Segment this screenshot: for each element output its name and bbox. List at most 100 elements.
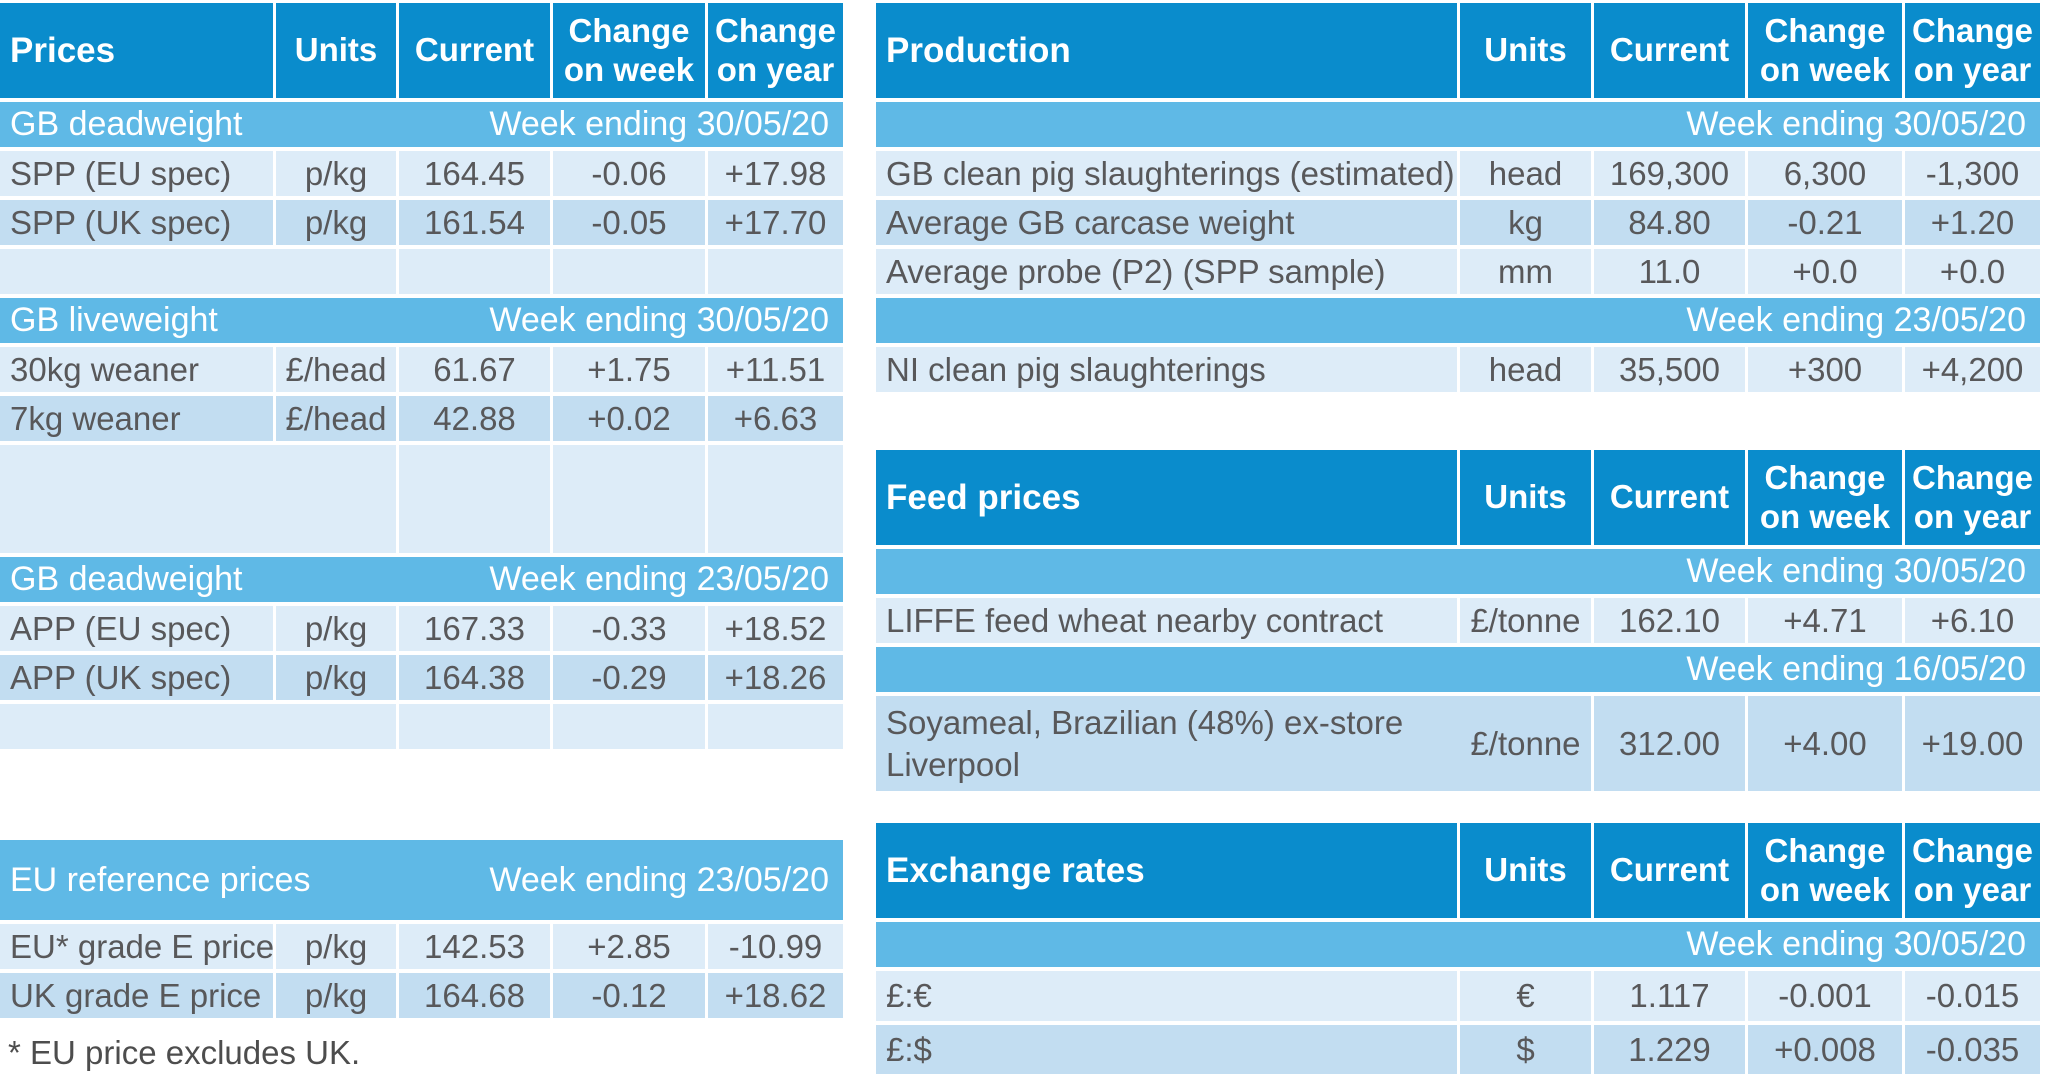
prices-table: Prices Units Current Change on week Chan… (0, 3, 843, 753)
table-row: UK grade E price p/kg 164.68 -0.12 +18.6… (0, 973, 843, 1018)
units-cell: p/kg (276, 973, 399, 1018)
empty-cell (276, 445, 399, 553)
column-header-units: Units (276, 3, 399, 98)
change-year-cell: +11.51 (708, 347, 843, 392)
change-week-cell: -0.12 (553, 973, 708, 1018)
column-header-change-week: Change on week (1748, 3, 1905, 98)
table-row: Average probe (P2) (SPP sample) mm 11.0 … (876, 249, 2040, 294)
units-cell: £/tonne (1460, 598, 1594, 643)
exchange-header-row: Exchange rates Units Current Change on w… (876, 823, 2040, 918)
column-header-change-year: Change on year (708, 3, 843, 98)
band-week-ending: Week ending 30/05/20 (489, 301, 829, 339)
table-row: SPP (UK spec) p/kg 161.54 -0.05 +17.70 (0, 200, 843, 245)
empty-cell (708, 704, 843, 749)
change-week-cell: 6,300 (1748, 151, 1905, 196)
section-band-gb-liveweight: GB liveweight Week ending 30/05/20 (0, 298, 843, 343)
column-header-change-year: Change on year (1905, 823, 2040, 918)
units-cell: head (1460, 347, 1594, 392)
change-week-cell: +0.008 (1748, 1025, 1905, 1074)
empty-cell (276, 249, 399, 294)
column-header-change-year: Change on year (1905, 450, 2040, 545)
band-label: GB deadweight (10, 105, 243, 143)
row-label: SPP (EU spec) (0, 151, 276, 196)
section-band-week-300520: Week ending 30/05/20 (876, 549, 2040, 594)
empty-row (0, 249, 843, 294)
table-row: NI clean pig slaughterings head 35,500 +… (876, 347, 2040, 392)
column-header-change-week: Change on week (1748, 450, 1905, 545)
empty-row (0, 445, 843, 553)
change-week-cell: +2.85 (553, 924, 708, 969)
current-cell: 1.229 (1594, 1025, 1748, 1074)
table-row: £:€ € 1.117 -0.001 -0.015 (876, 971, 2040, 1021)
empty-cell (399, 445, 553, 553)
section-band-week-230520: Week ending 23/05/20 (876, 298, 2040, 343)
column-header-current: Current (399, 3, 553, 98)
row-label: £:€ (876, 971, 1460, 1021)
change-year-cell: +18.26 (708, 655, 843, 700)
units-cell: £/tonne (1460, 696, 1594, 791)
section-band-gb-deadweight-2: GB deadweight Week ending 23/05/20 (0, 557, 843, 602)
section-band-eu-reference: EU reference prices Week ending 23/05/20 (0, 840, 843, 920)
change-year-cell: +17.98 (708, 151, 843, 196)
empty-cell (553, 249, 708, 294)
section-band-week-300520: Week ending 30/05/20 (876, 102, 2040, 147)
band-week-ending: Week ending 23/05/20 (489, 560, 829, 598)
band-week-ending: Week ending 16/05/20 (1686, 650, 2026, 688)
prices-header-row: Prices Units Current Change on week Chan… (0, 3, 843, 98)
column-header-units: Units (1460, 823, 1594, 918)
current-cell: 61.67 (399, 347, 553, 392)
units-cell: p/kg (276, 151, 399, 196)
table-row: 7kg weaner £/head 42.88 +0.02 +6.63 (0, 396, 843, 441)
band-week-ending: Week ending 30/05/20 (1686, 925, 2026, 963)
current-cell: 164.45 (399, 151, 553, 196)
change-week-cell: -0.05 (553, 200, 708, 245)
change-year-cell: +6.63 (708, 396, 843, 441)
row-label: EU* grade E price (0, 924, 276, 969)
change-week-cell: -0.21 (1748, 200, 1905, 245)
band-label: GB liveweight (10, 301, 218, 339)
change-week-cell: -0.06 (553, 151, 708, 196)
row-label: GB clean pig slaughterings (estimated) (876, 151, 1460, 196)
eu-price-footnote: * EU price excludes UK. (8, 1034, 361, 1071)
column-header-change-week: Change on week (553, 3, 708, 98)
change-week-cell: +4.71 (1748, 598, 1905, 643)
table-row: APP (UK spec) p/kg 164.38 -0.29 +18.26 (0, 655, 843, 700)
production-header-row: Production Units Current Change on week … (876, 3, 2040, 98)
change-year-cell: +18.52 (708, 606, 843, 651)
table-row: Soyameal, Brazilian (48%) ex-store Liver… (876, 696, 2040, 791)
row-label: APP (UK spec) (0, 655, 276, 700)
column-header-change-year: Change on year (1905, 3, 2040, 98)
row-label: Soyameal, Brazilian (48%) ex-store Liver… (876, 696, 1460, 791)
row-label: NI clean pig slaughterings (876, 347, 1460, 392)
table-row: 30kg weaner £/head 61.67 +1.75 +11.51 (0, 347, 843, 392)
change-week-cell: -0.33 (553, 606, 708, 651)
band-week-ending: Week ending 30/05/20 (489, 105, 829, 143)
band-week-ending: Week ending 30/05/20 (1686, 105, 2026, 143)
production-table: Production Units Current Change on week … (876, 3, 2040, 396)
units-cell: p/kg (276, 606, 399, 651)
column-header-units: Units (1460, 450, 1594, 545)
exchange-title: Exchange rates (876, 823, 1460, 918)
row-label: 30kg weaner (0, 347, 276, 392)
empty-cell (0, 249, 276, 294)
change-year-cell: +17.70 (708, 200, 843, 245)
section-band-gb-deadweight-1: GB deadweight Week ending 30/05/20 (0, 102, 843, 147)
row-label: 7kg weaner (0, 396, 276, 441)
column-header-change-week: Change on week (1748, 823, 1905, 918)
table-row: Average GB carcase weight kg 84.80 -0.21… (876, 200, 2040, 245)
column-header-current: Current (1594, 3, 1748, 98)
current-cell: 35,500 (1594, 347, 1748, 392)
units-cell: € (1460, 971, 1594, 1021)
row-label: APP (EU spec) (0, 606, 276, 651)
feed-header-row: Feed prices Units Current Change on week… (876, 450, 2040, 545)
band-label: GB deadweight (10, 560, 243, 598)
change-year-cell: +18.62 (708, 973, 843, 1018)
empty-cell (0, 445, 276, 553)
change-week-cell: +300 (1748, 347, 1905, 392)
table-row: SPP (EU spec) p/kg 164.45 -0.06 +17.98 (0, 151, 843, 196)
empty-cell (553, 445, 708, 553)
table-row: GB clean pig slaughterings (estimated) h… (876, 151, 2040, 196)
band-label: EU reference prices (10, 860, 311, 899)
change-year-cell: -0.035 (1905, 1025, 2040, 1074)
prices-title: Prices (0, 3, 276, 98)
